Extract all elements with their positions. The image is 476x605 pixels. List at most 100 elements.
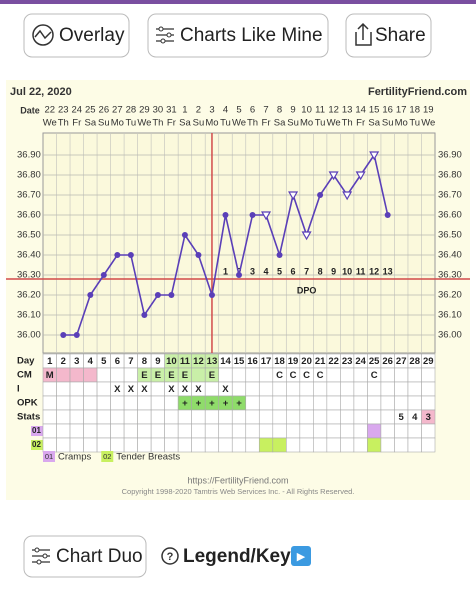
row-cell [367, 409, 382, 425]
row-cell [272, 423, 287, 439]
row-cell-text: X [182, 384, 189, 395]
y-tick-label: 36.10 [17, 310, 41, 321]
row-cell [56, 437, 71, 453]
row-cell [231, 437, 247, 453]
x-tick-label: 26 [99, 105, 110, 116]
legend-code: 02 [103, 452, 111, 461]
y-tick-label-right: 36.90 [438, 150, 462, 161]
row-cell [110, 423, 125, 439]
weekday-label: Su [287, 118, 299, 129]
temperature-marker [342, 191, 353, 201]
row-cell [326, 437, 341, 453]
x-tick-label: 24 [72, 105, 83, 116]
row-label: 02 [32, 440, 41, 449]
row-cell [286, 395, 301, 411]
row-cell-text: + [236, 398, 242, 409]
row-cell-text: 4 [88, 356, 94, 367]
row-cell-text: E [168, 370, 174, 381]
row-cell-text: E [182, 370, 188, 381]
row-cell-text: 1 [47, 356, 53, 367]
temperature-marker [301, 231, 312, 241]
share-button[interactable]: Share [345, 13, 432, 58]
row-cell [191, 409, 206, 425]
charts-like-mine-button[interactable]: Charts Like Mine [147, 13, 329, 58]
dpo-number: 10 [342, 266, 352, 276]
row-cell-text: 20 [301, 356, 312, 367]
row-cell [110, 409, 125, 425]
row-cell [394, 395, 409, 411]
row-label: 01 [32, 426, 41, 435]
x-tick-label: 18 [409, 105, 420, 116]
row-cell [326, 409, 341, 425]
dpo-number: 11 [356, 266, 366, 276]
weekday-label: Fr [356, 118, 365, 129]
row-cell-text: 5 [399, 412, 405, 423]
weekday-label: We [43, 118, 57, 129]
row-cell [326, 395, 341, 411]
row-cell [42, 423, 57, 439]
row-cell [353, 423, 368, 439]
button-label: Charts Like Mine [180, 25, 323, 46]
y-tick-label-right: 36.40 [438, 250, 462, 261]
row-cell [204, 381, 220, 397]
row-cell [218, 367, 233, 383]
row-cell [258, 437, 274, 453]
x-tick-label: 17 [396, 105, 407, 116]
row-cell [421, 381, 436, 397]
row-cell-text: X [128, 384, 135, 395]
row-cell-text: 25 [369, 356, 380, 367]
row-cell [380, 423, 395, 439]
row-cell [394, 437, 409, 453]
row-cell [407, 437, 422, 453]
row-cell-text: 10 [166, 356, 177, 367]
row-cell [340, 395, 355, 411]
plot-area [42, 132, 436, 354]
dpo-number: 5 [277, 266, 282, 276]
row-cell [218, 423, 233, 439]
x-axis-label: Date [20, 105, 40, 115]
temperature-marker [317, 192, 324, 198]
row-cell [69, 381, 84, 397]
row-cell [299, 423, 314, 439]
row-cell [177, 423, 192, 439]
row-cell [56, 367, 71, 383]
row-cell [407, 395, 422, 411]
row-cell [313, 395, 328, 411]
temperature-marker [355, 171, 366, 181]
weekday-label: Th [58, 118, 69, 129]
legend-code: 01 [45, 452, 53, 461]
temperature-marker [181, 232, 188, 238]
overlay-button[interactable]: Overlay [23, 13, 130, 58]
row-cell-text: 5 [101, 356, 107, 367]
row-cell-text: 28 [409, 356, 420, 367]
play-icon: ▶ [297, 551, 306, 563]
site-name: FertilityFriend.com [368, 86, 467, 98]
row-cell-text: 18 [274, 356, 285, 367]
row-cell [83, 409, 98, 425]
row-cell [42, 381, 57, 397]
row-cell [231, 409, 247, 425]
x-tick-label: 23 [58, 105, 69, 116]
temperature-marker [249, 212, 256, 218]
y-tick-label-right: 36.10 [438, 310, 462, 321]
legend-key-button[interactable]: ? Legend/Key ▶ [161, 546, 311, 567]
row-cell [407, 381, 422, 397]
dpo-number: 3 [250, 266, 255, 276]
weekday-label: Th [247, 118, 258, 129]
row-cell [421, 423, 436, 439]
row-cell [353, 437, 368, 453]
row-cell [353, 395, 368, 411]
row-cell [137, 437, 152, 453]
x-tick-label: 27 [112, 105, 123, 116]
chart-duo-button[interactable]: Chart Duo [23, 535, 147, 578]
weekday-label: Tu [409, 118, 420, 129]
row-cell [123, 395, 138, 411]
row-cell [191, 437, 206, 453]
button-label: Legend/Key [183, 546, 291, 567]
x-tick-label: 13 [342, 105, 353, 116]
row-cell [231, 423, 247, 439]
row-cell [340, 381, 355, 397]
row-cell [218, 437, 233, 453]
y-tick-label-right: 36.50 [438, 230, 462, 241]
row-cell [83, 367, 98, 383]
